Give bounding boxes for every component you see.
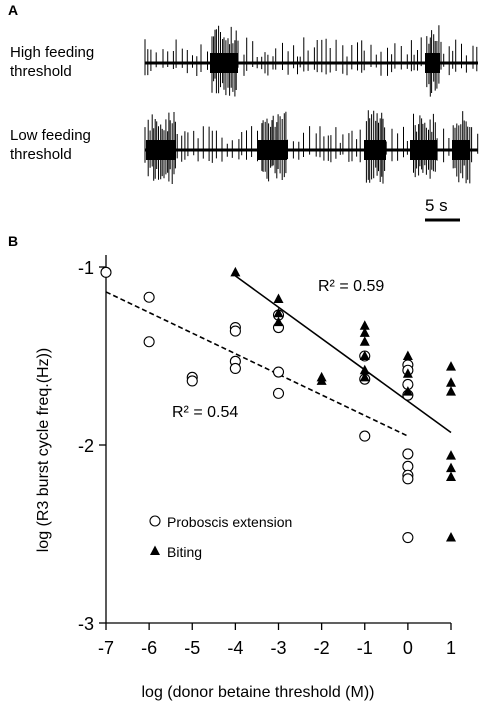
- chart-axes: -7 -6 -5 -4 -3 -2 -1 0 1 -1 -2 -3 log (donor betaine…: [35, 255, 456, 701]
- data-point-triangle: [446, 462, 456, 473]
- trace-label-low: Low feeding threshold: [10, 126, 91, 164]
- data-point-circle: [143, 291, 155, 303]
- data-point-triangle: [150, 545, 160, 555]
- data-point-circle: [186, 375, 198, 387]
- trace-burst: [210, 53, 238, 73]
- panel-b-label: B: [8, 233, 19, 249]
- scale-bar-label: 5 s: [425, 196, 448, 215]
- x-tick-label: -1: [357, 638, 373, 658]
- trace-burst: [452, 140, 470, 160]
- trace-high-feeding: [144, 25, 478, 97]
- data-point-circle: [402, 473, 414, 485]
- y-tick-label: -2: [78, 436, 94, 456]
- x-tick-label: -4: [227, 638, 243, 658]
- data-point-triangle: [359, 364, 370, 375]
- data-point-triangle: [402, 350, 413, 360]
- data-point-circle: [149, 515, 161, 527]
- data-point-triangle: [359, 371, 370, 382]
- trace-burst: [410, 140, 437, 160]
- trace-burst: [425, 53, 440, 73]
- data-point-circle: [100, 266, 112, 278]
- y-tick-label: -1: [78, 258, 94, 278]
- legend-label-proboscis: Proboscis extension: [167, 514, 292, 530]
- data-point-circle: [272, 366, 285, 378]
- regression-line: [105, 291, 409, 437]
- data-point-circle: [229, 325, 241, 337]
- data-point-triangle: [273, 316, 284, 327]
- chart-legend: Proboscis extension Biting: [149, 514, 292, 560]
- data-point-triangle: [446, 361, 456, 371]
- x-tick-label: -2: [314, 638, 330, 658]
- data-point-triangle: [273, 293, 284, 304]
- y-axis-label: log (R3 burst cycle freq.(Hz)): [35, 348, 52, 553]
- data-point-circle: [229, 362, 241, 375]
- x-axis-label: log (donor betaine threshold (M)): [141, 684, 374, 701]
- trace-burst: [146, 140, 176, 160]
- data-point-triangle: [446, 532, 456, 542]
- data-point-triangle: [273, 307, 284, 318]
- data-point-circle: [359, 430, 371, 442]
- x-tick-label: 1: [446, 638, 456, 658]
- data-point-triangle: [359, 336, 370, 346]
- x-tick-label: 0: [403, 638, 413, 658]
- data-point-triangle: [359, 350, 370, 360]
- data-point-circle: [402, 532, 414, 544]
- trace-burst: [364, 140, 386, 160]
- x-tick-label: -5: [184, 638, 200, 658]
- trace-burst: [258, 140, 287, 160]
- data-point-triangle: [230, 266, 241, 277]
- trace-label-low-line1: Low feeding: [10, 127, 91, 144]
- x-tick-label: -6: [141, 638, 157, 658]
- r2-label-biting: R² = 0.59: [318, 278, 384, 295]
- panel-a-label: A: [8, 2, 19, 18]
- trace-low-feeding: [144, 110, 479, 184]
- data-point-triangle: [446, 377, 456, 387]
- trace-label-low-line2: threshold: [10, 146, 72, 163]
- data-point-triangle: [446, 386, 456, 396]
- data-point-triangle: [446, 450, 456, 460]
- panel-a-traces: [144, 25, 479, 222]
- regression-line: [234, 275, 452, 434]
- data-point-triangle: [359, 320, 370, 330]
- legend-label-biting: Biting: [167, 544, 202, 560]
- data-point-triangle: [316, 375, 327, 385]
- regression-lines: [105, 275, 452, 437]
- y-tick-label: -3: [78, 614, 94, 634]
- trace-label-high-line1: High feeding: [10, 44, 95, 61]
- trace-label-high: High feeding threshold: [10, 43, 94, 81]
- data-point-triangle: [402, 368, 413, 378]
- data-point-circle: [272, 387, 285, 399]
- x-tick-label: -7: [98, 638, 114, 658]
- chart-annotations: R² = 0.59 R² = 0.54: [172, 278, 384, 421]
- data-point-triangle: [359, 327, 370, 337]
- data-point-triangle: [446, 471, 456, 482]
- data-point-triangle: [402, 386, 413, 396]
- data-point-circle: [143, 336, 155, 348]
- data-point-circle: [402, 448, 414, 460]
- x-tick-label: -3: [270, 638, 286, 658]
- r2-label-proboscis: R² = 0.54: [172, 404, 238, 421]
- trace-label-high-line2: threshold: [10, 63, 72, 80]
- chart-marks: [100, 266, 456, 544]
